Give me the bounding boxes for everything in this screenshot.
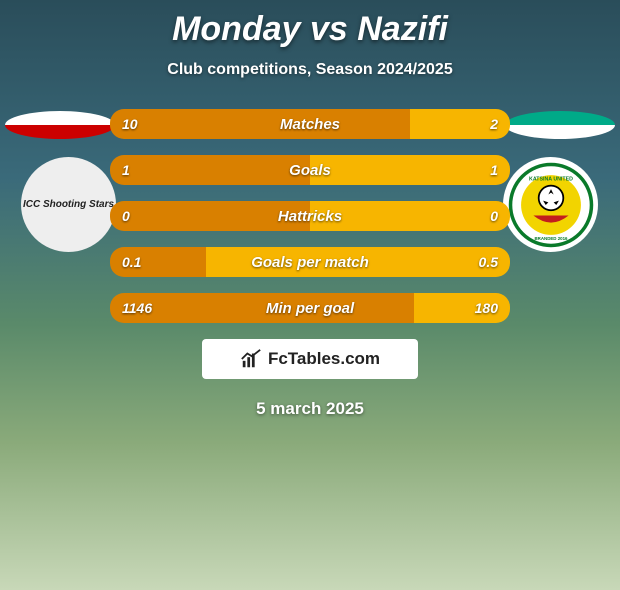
stat-right-seg: 0 [310, 201, 510, 231]
date-text: 5 march 2025 [0, 399, 620, 419]
page-title: Monday vs Nazifi [0, 10, 620, 49]
stat-bars: 102Matches11Goals00Hattricks0.10.5Goals … [110, 109, 510, 339]
stat-right-seg: 180 [414, 293, 510, 323]
stat-right-seg: 1 [310, 155, 510, 185]
stat-right-value: 0 [490, 208, 498, 224]
flag-right [505, 111, 615, 139]
team-logo-left: ICC Shooting Stars [21, 157, 116, 252]
stat-left-seg: 1146 [110, 293, 414, 323]
stat-left-value: 1146 [122, 300, 152, 316]
stat-right-value: 2 [490, 116, 498, 132]
team-logo-left-text: ICC Shooting Stars [23, 199, 114, 210]
comparison-panel: ICC Shooting Stars KATSINA UNITED BRANDE… [0, 109, 620, 329]
stat-row: 00Hattricks [110, 201, 510, 231]
stat-row: 0.10.5Goals per match [110, 247, 510, 277]
svg-text:BRANDED 2016: BRANDED 2016 [534, 236, 567, 241]
svg-text:KATSINA UNITED: KATSINA UNITED [529, 176, 573, 182]
stat-left-value: 10 [122, 116, 138, 132]
brand-badge[interactable]: FcTables.com [202, 339, 418, 379]
brand-text: FcTables.com [268, 349, 380, 369]
stat-row: 1146180Min per goal [110, 293, 510, 323]
stat-left-seg: 0 [110, 201, 310, 231]
stat-left-seg: 1 [110, 155, 310, 185]
stat-right-value: 0.5 [479, 254, 498, 270]
subtitle: Club competitions, Season 2024/2025 [0, 61, 620, 79]
stat-right-seg: 0.5 [206, 247, 510, 277]
chart-icon [240, 348, 262, 370]
stat-right-value: 1 [490, 162, 498, 178]
stat-left-value: 0 [122, 208, 130, 224]
stat-row: 102Matches [110, 109, 510, 139]
stat-left-value: 0.1 [122, 254, 141, 270]
stat-left-seg: 10 [110, 109, 410, 139]
flag-left [5, 111, 115, 139]
stat-row: 11Goals [110, 155, 510, 185]
stat-right-value: 180 [475, 300, 498, 316]
stat-left-value: 1 [122, 162, 130, 178]
team-logo-right: KATSINA UNITED BRANDED 2016 [503, 157, 598, 252]
stat-right-seg: 2 [410, 109, 510, 139]
stat-left-seg: 0.1 [110, 247, 206, 277]
